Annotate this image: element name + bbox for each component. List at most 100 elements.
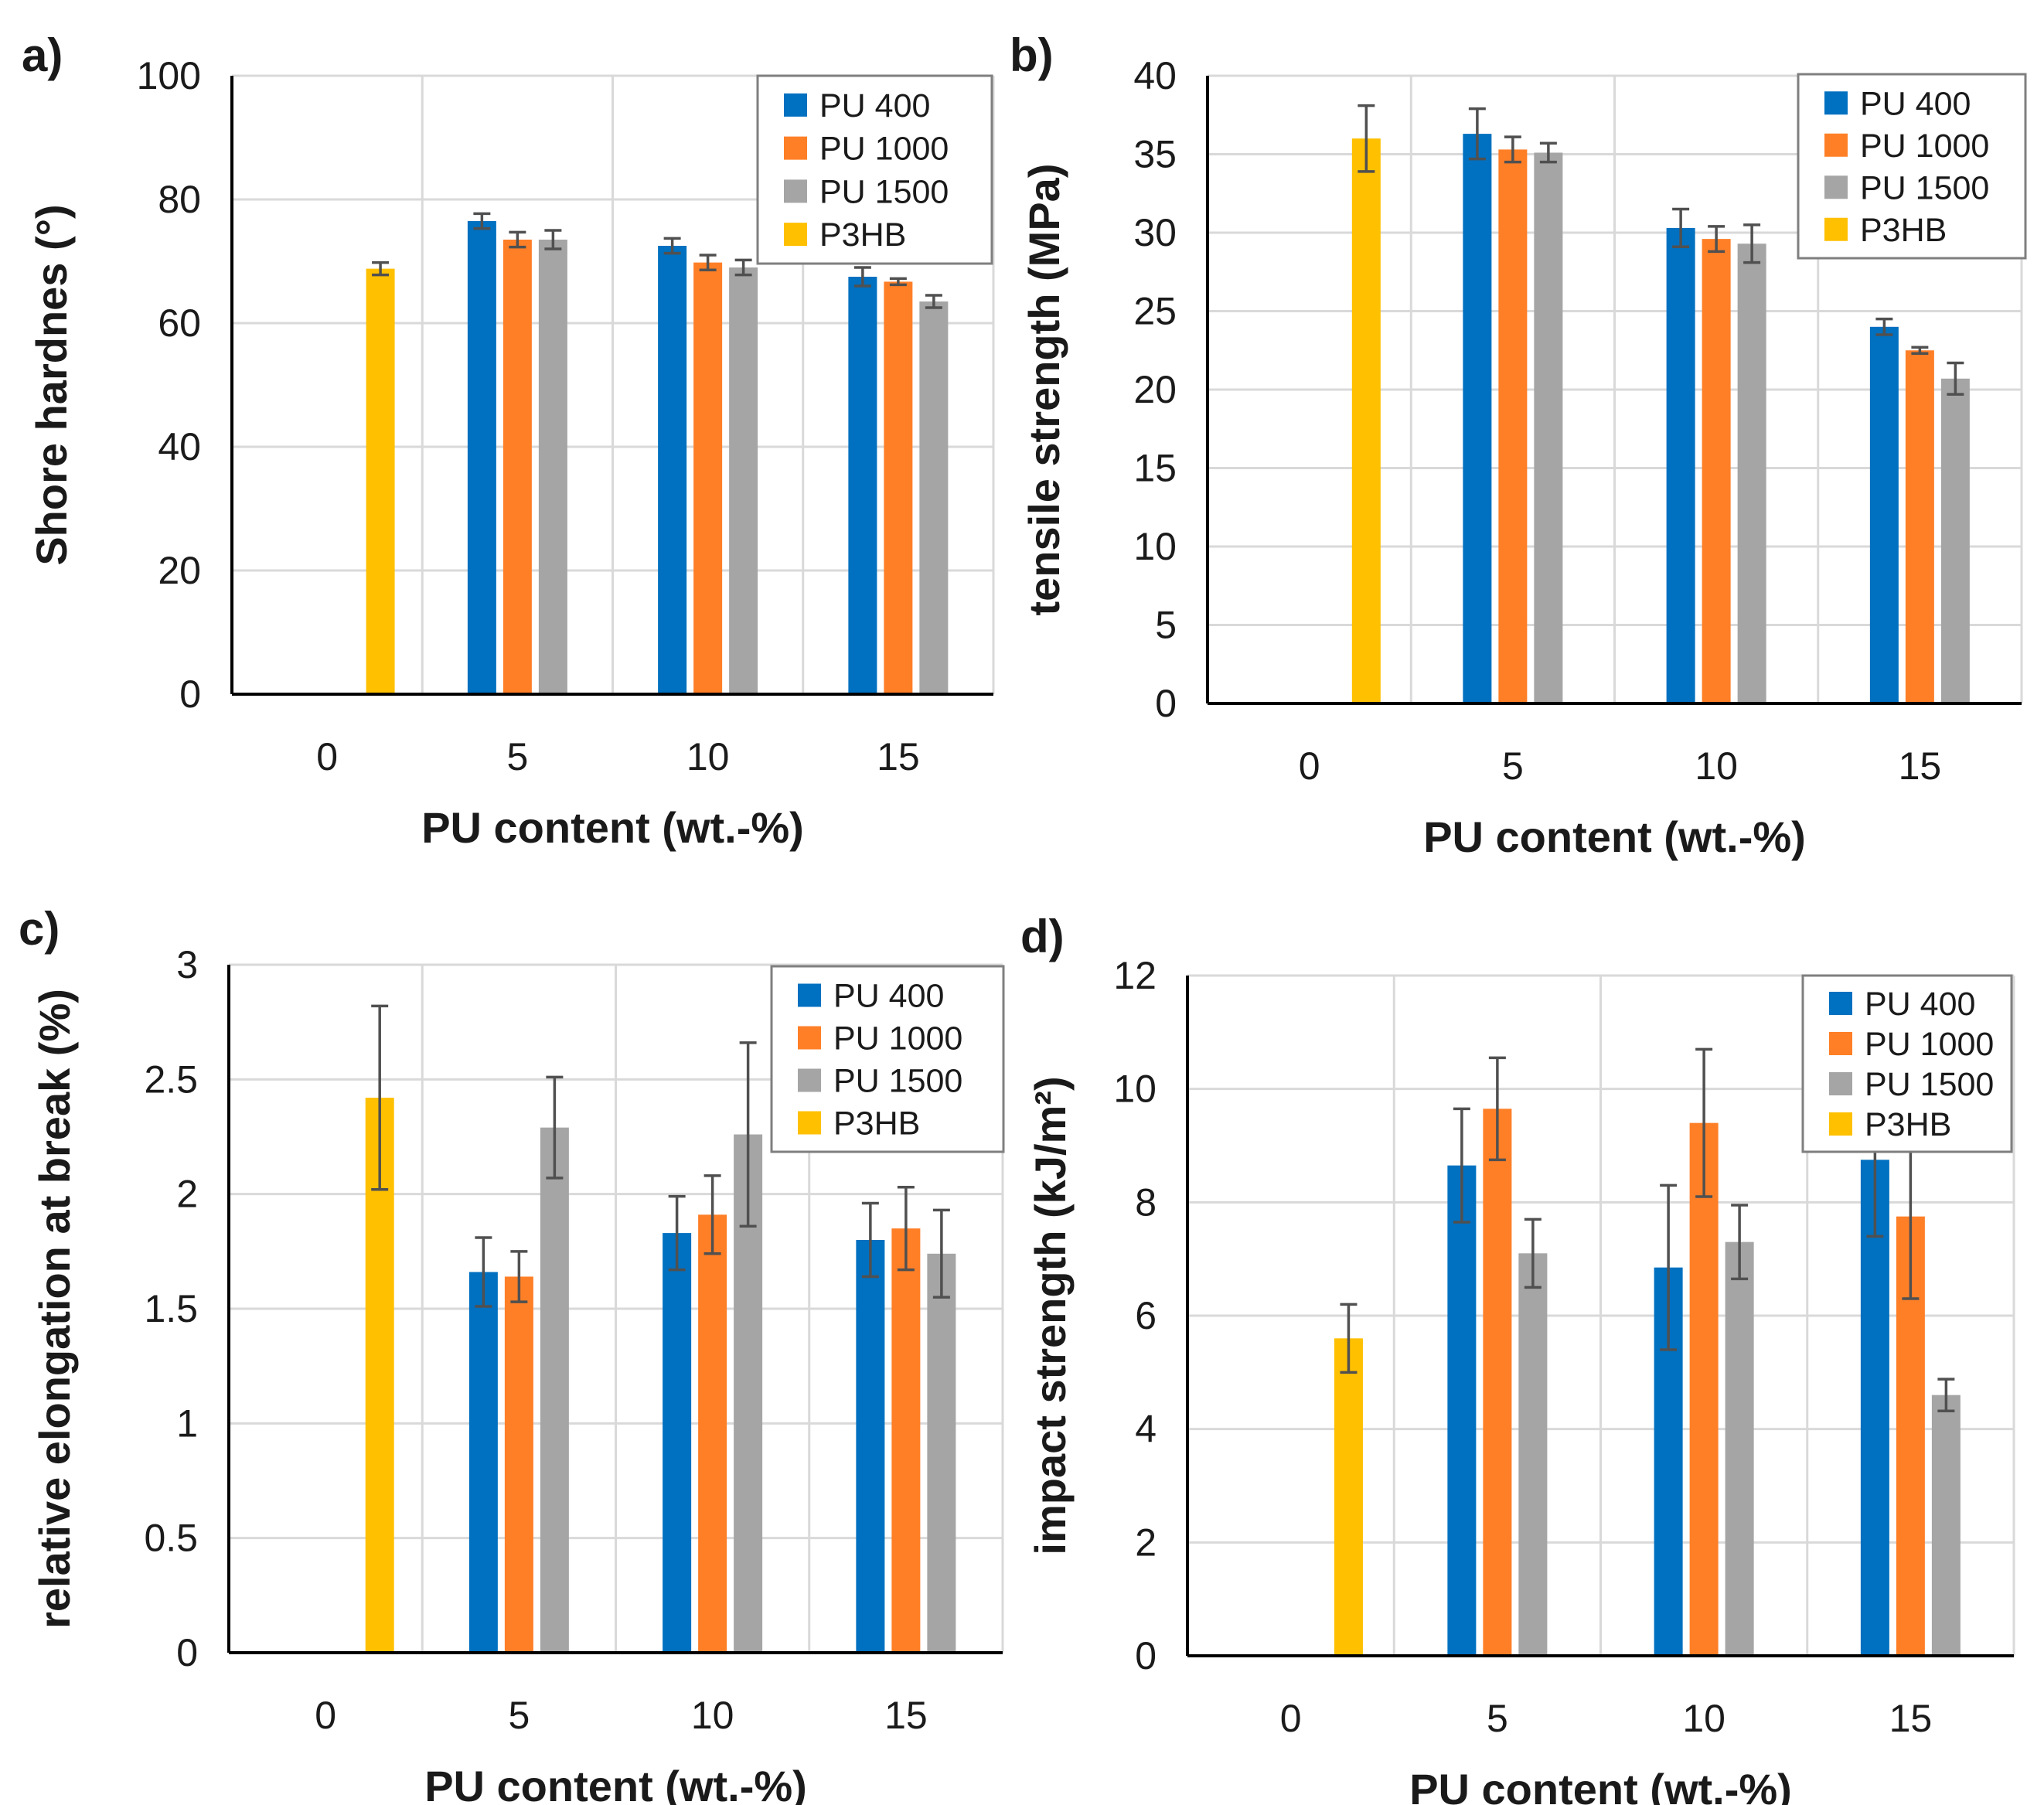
legend-label-pu-1500: PU 1500 xyxy=(1865,1066,1994,1103)
y-tick-label: 5 xyxy=(1155,604,1177,647)
error-bar-pu-400-5 xyxy=(475,1236,492,1308)
legend-label-p3hb: P3HB xyxy=(833,1105,920,1143)
bar-pu-1500-15 xyxy=(1940,378,1970,703)
error-bar-pu-400-15 xyxy=(1875,317,1893,336)
error-bar-pu-1000-5 xyxy=(1504,135,1521,164)
error-bar-pu-1000-5 xyxy=(510,1250,528,1303)
legend-label-p3hb: P3HB xyxy=(1865,1106,1951,1143)
x-axis-title: PU content (wt.-%) xyxy=(424,1762,807,1805)
legend-swatch-pu-400 xyxy=(798,983,821,1007)
legend-swatch-p3hb xyxy=(798,1111,821,1135)
legend-swatch-pu-1000 xyxy=(1824,133,1848,157)
y-tick-label: 0.5 xyxy=(144,1517,198,1560)
error-bar-p3hb-0 xyxy=(371,1004,389,1191)
error-bar-pu-400-10 xyxy=(663,237,681,255)
bar-pu-1000-10 xyxy=(698,1214,727,1653)
legend-label-pu-1500: PU 1500 xyxy=(833,1063,962,1100)
legend-label-pu-400: PU 400 xyxy=(833,978,944,1015)
bar-p3hb-0 xyxy=(1351,138,1381,703)
error-bar-pu-400-15 xyxy=(853,266,871,288)
bar-pu-1000-5 xyxy=(504,1276,533,1653)
bar-pu-400-15 xyxy=(1869,326,1899,703)
legend-label-p3hb: P3HB xyxy=(1860,212,1947,249)
y-tick-label: 1.5 xyxy=(144,1287,198,1330)
chart-panel-c: 0 0.5 1 1.5 2 2.5 3 0 5 10 15 PU content (wt.-%) rel… xyxy=(19,903,1005,1805)
legend: PU 400 PU 1000 PU 1500 P3HB xyxy=(756,74,993,265)
error-bar-p3hb-0 xyxy=(1358,104,1375,173)
x-tick-label: 5 xyxy=(1487,1697,1508,1740)
legend-swatch-pu-400 xyxy=(1829,992,1852,1015)
error-bar-pu-1000-15 xyxy=(897,1186,915,1272)
legend-swatch-pu-1000 xyxy=(784,136,807,160)
error-bar-pu-1000-10 xyxy=(1695,1047,1713,1198)
bar-pu-1500-10 xyxy=(1737,244,1766,704)
error-bar-pu-1000-10 xyxy=(1708,225,1725,254)
error-bar-pu-400-5 xyxy=(1468,107,1486,161)
y-tick-label: 20 xyxy=(158,549,201,592)
y-tick-label: 0 xyxy=(179,673,201,716)
bar-pu-1500-5 xyxy=(540,1127,569,1653)
y-tick-label: 3 xyxy=(176,943,198,986)
bar-pu-1500-10 xyxy=(729,267,758,694)
error-bar-pu-1500-15 xyxy=(925,294,942,309)
y-tick-label: 80 xyxy=(158,178,201,221)
bar-pu-1000-10 xyxy=(693,262,723,695)
legend-swatch-pu-1000 xyxy=(798,1026,821,1050)
legend-swatch-pu-400 xyxy=(784,93,807,117)
y-tick-label: 20 xyxy=(1133,368,1177,411)
error-bar-p3hb-0 xyxy=(372,261,390,277)
bar-pu-1500-5 xyxy=(1518,1253,1548,1656)
y-tick-label: 8 xyxy=(1135,1180,1157,1224)
y-tick-label: 35 xyxy=(1133,133,1177,176)
bar-pu-400-5 xyxy=(467,221,496,694)
x-tick-label: 5 xyxy=(508,1694,530,1737)
bar-pu-400-10 xyxy=(658,246,687,694)
bar-pu-1500-10 xyxy=(1725,1241,1754,1656)
y-axis-title: relative elongation at break (%) xyxy=(30,989,79,1629)
bar-pu-1500-15 xyxy=(927,1253,956,1653)
y-tick-label: 10 xyxy=(1133,525,1177,568)
error-bar-pu-1000-5 xyxy=(1488,1056,1506,1162)
bar-pu-400-5 xyxy=(1447,1165,1477,1656)
error-bar-pu-1500-10 xyxy=(1743,223,1761,264)
y-tick-label: 2 xyxy=(176,1173,198,1216)
y-tick-label: 0 xyxy=(1155,682,1177,725)
x-tick-label: 5 xyxy=(1502,744,1524,788)
legend-swatch-pu-1500 xyxy=(1829,1072,1852,1095)
bar-pu-1500-5 xyxy=(538,240,567,694)
error-bar-pu-1500-15 xyxy=(1937,1378,1955,1412)
error-bar-pu-1500-10 xyxy=(734,258,752,277)
y-tick-label: 40 xyxy=(158,425,201,468)
legend-swatch-pu-1500 xyxy=(1824,175,1848,199)
error-bar-pu-400-5 xyxy=(473,212,491,230)
error-bar-pu-1500-5 xyxy=(546,1075,564,1180)
bar-pu-1000-15 xyxy=(891,1228,921,1653)
legend-swatch-p3hb xyxy=(1829,1112,1852,1136)
bar-p3hb-0 xyxy=(1334,1338,1363,1656)
error-bar-pu-1000-15 xyxy=(889,277,907,287)
x-tick-label: 0 xyxy=(1280,1697,1302,1740)
panel-label: a) xyxy=(22,29,63,81)
legend-label-pu-1000: PU 1000 xyxy=(1860,128,1989,165)
error-bar-pu-1000-5 xyxy=(509,230,526,249)
x-axis-title: PU content (wt.-%) xyxy=(421,803,804,852)
error-bar-pu-1500-15 xyxy=(1947,361,1964,396)
x-tick-label: 15 xyxy=(877,735,920,778)
legend-swatch-pu-1500 xyxy=(798,1068,821,1092)
x-axis-title: PU content (wt.-%) xyxy=(1409,1765,1792,1805)
y-tick-label: 12 xyxy=(1113,954,1157,997)
legend: PU 400 PU 1000 PU 1500 P3HB xyxy=(1797,73,2027,260)
x-tick-label: 0 xyxy=(316,735,338,778)
x-tick-label: 10 xyxy=(1695,744,1738,788)
y-tick-label: 4 xyxy=(1135,1408,1157,1451)
chart-panel-a: 0 20 40 60 80 100 0 5 10 15 PU content (wt.-%) Shor… xyxy=(22,29,995,852)
y-tick-label: 15 xyxy=(1133,447,1177,490)
bar-pu-1000-15 xyxy=(884,281,913,694)
legend-swatch-p3hb xyxy=(1824,217,1848,241)
legend: PU 400 PU 1000 PU 1500 P3HB xyxy=(770,965,1005,1153)
legend-label-pu-1000: PU 1000 xyxy=(1865,1026,1994,1063)
bar-pu-1000-5 xyxy=(1483,1109,1512,1656)
bar-pu-400-15 xyxy=(856,1240,885,1653)
error-bar-pu-1500-10 xyxy=(739,1041,757,1228)
error-bar-pu-1500-5 xyxy=(544,229,562,250)
